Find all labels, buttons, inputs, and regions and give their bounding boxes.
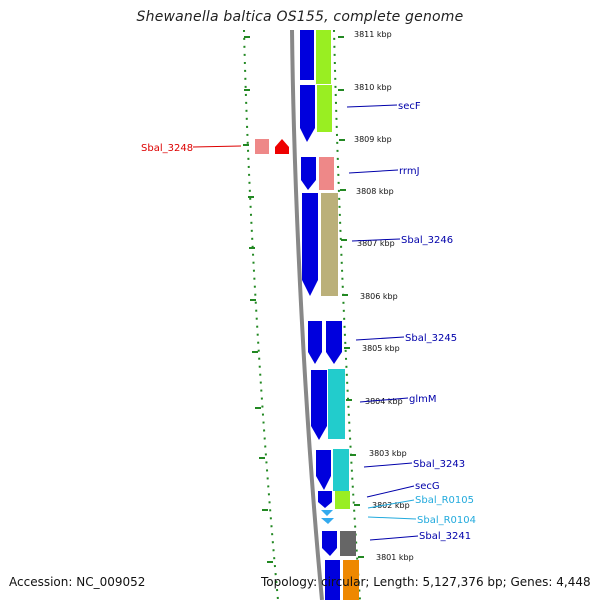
- gc-marks: [243, 36, 364, 563]
- gene-label-sbal3245: Sbal_3245: [405, 333, 457, 344]
- scale-label: 3811 kbp: [354, 30, 392, 39]
- scale-label: 3808 kbp: [356, 187, 394, 196]
- rrna-arrow-2[interactable]: [321, 518, 334, 524]
- gene-label-secf: secF: [398, 101, 421, 112]
- backbone-line: [290, 29, 324, 600]
- gc-curve-left: [243, 29, 279, 600]
- function-track[interactable]: [316, 30, 359, 600]
- scale-labels: 3811 kbp 3810 kbp 3809 kbp 3808 kbp 3807…: [354, 30, 414, 562]
- scale-label: 3810 kbp: [354, 83, 392, 92]
- map-title: Shewanella baltica OS155, complete genom…: [136, 9, 464, 25]
- gene-label-secg: secG: [415, 481, 440, 492]
- gene-label-sbal-r0105: Sbal_R0105: [415, 495, 474, 506]
- gc-curve-right: [333, 29, 361, 600]
- gene-label-sbal3241: Sbal_3241: [419, 531, 471, 542]
- accession-text: Accession: NC_009052: [9, 575, 146, 589]
- genome-summary-text: Topology: circular; Length: 5,127,376 bp…: [261, 575, 591, 589]
- gene-label-sbal3248: Sbal_3248: [141, 143, 193, 154]
- feature-sbal3248-arrow[interactable]: [275, 139, 289, 154]
- label-leaders: [192, 104, 419, 541]
- feature-sbal3248-box[interactable]: [255, 139, 269, 154]
- gene-label-sbal3243: Sbal_3243: [413, 459, 465, 470]
- scale-label: 3806 kbp: [360, 292, 398, 301]
- gene-label-sbal-r0104: Sbal_R0104: [417, 515, 476, 526]
- scale-label: 3804 kbp: [365, 397, 403, 406]
- cds-track[interactable]: [300, 30, 342, 600]
- gene-label-sbal3246: Sbal_3246: [401, 235, 453, 246]
- gene-labels[interactable]: Sbal_3248 secF rrmJ Sbal_3246 Sbal_3245 …: [141, 101, 476, 542]
- scale-label: 3807 kbp: [357, 239, 395, 248]
- scale-label: 3809 kbp: [354, 135, 392, 144]
- scale-label: 3802 kbp: [372, 501, 410, 510]
- scale-label: 3803 kbp: [369, 449, 407, 458]
- scale-label: 3801 kbp: [376, 553, 414, 562]
- gene-label-glmm: glmM: [409, 394, 437, 405]
- gene-label-rrmj: rrmJ: [399, 166, 420, 177]
- rrna-arrow-1[interactable]: [321, 510, 333, 516]
- scale-label: 3805 kbp: [362, 344, 400, 353]
